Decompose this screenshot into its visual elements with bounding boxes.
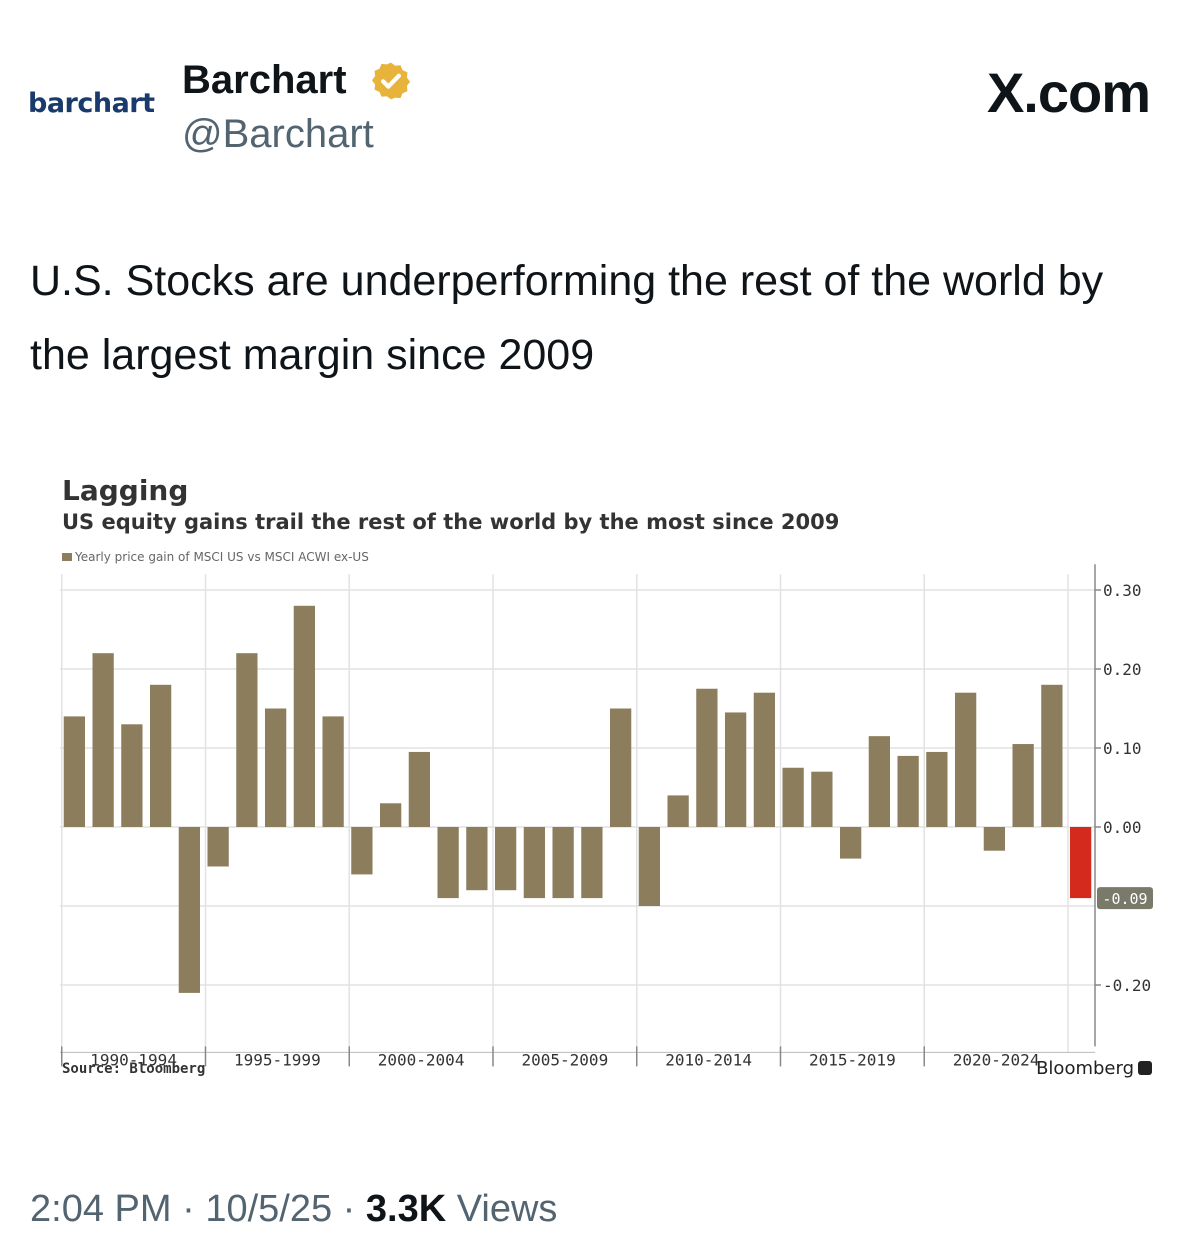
bar [523, 827, 546, 899]
chart-title: Lagging [62, 474, 189, 507]
bar [811, 771, 833, 827]
x-tick-label: 1990-1994 [90, 1050, 177, 1069]
bar-chart: 1990-1994 1995-1999 2000-2004 2005-2009 2010… [60, 564, 1153, 1069]
display-name[interactable]: Barchart [182, 58, 347, 102]
user-handle[interactable]: @Barchart [182, 112, 374, 156]
y-tick-label: -0.20 [1103, 976, 1151, 995]
bar [954, 692, 977, 827]
bloomberg-label: Bloomberg [1036, 1058, 1134, 1079]
bar [437, 827, 459, 899]
bar [753, 692, 776, 827]
bar [983, 827, 1006, 851]
bloomberg-icon [1138, 1061, 1152, 1075]
bar [92, 653, 114, 827]
bar [839, 827, 862, 859]
bar [552, 827, 574, 899]
bar [696, 688, 718, 827]
bar [581, 827, 603, 899]
chart-source: Source: Bloomberg [62, 1061, 206, 1077]
bar [724, 712, 747, 827]
chart-legend: Yearly price gain of MSCI US vs MSCI ACW… [62, 550, 369, 564]
bar [408, 751, 431, 827]
meta-separator: · [342, 1188, 356, 1230]
bar [1012, 744, 1034, 827]
x-tick-label: 2005-2009 [522, 1050, 609, 1069]
bar [1069, 827, 1092, 899]
legend-swatch [62, 553, 72, 561]
tweet-meta: 2:04 PM · 10/5/25 · 3.3K Views [30, 1188, 557, 1231]
tweet-header: barchart Barchart @Barchart X.com [0, 0, 1200, 200]
x-tick-label: 2020-2024 [953, 1050, 1040, 1069]
verified-badge-icon [371, 62, 411, 100]
bar [379, 803, 402, 827]
x-logo: X.com [986, 61, 1151, 124]
x-tick-label: 1995-1999 [234, 1050, 321, 1069]
y-tick-label: 0.00 [1103, 818, 1142, 837]
bar [322, 716, 344, 827]
highlight-value-label: -0.09 [1102, 890, 1147, 908]
bar [667, 795, 689, 827]
legend-label: Yearly price gain of MSCI US vs MSCI ACW… [75, 550, 369, 564]
bar [264, 708, 287, 827]
x-tick-label: 2000-2004 [378, 1050, 465, 1069]
bar [149, 684, 172, 827]
bar [236, 653, 258, 827]
bar [782, 767, 804, 827]
bar [1041, 684, 1063, 827]
avatar[interactable]: barchart [28, 88, 155, 119]
highlight-label-bg [1097, 887, 1153, 910]
bloomberg-credit: Bloomberg [1036, 1058, 1152, 1079]
bar [178, 827, 201, 993]
bar [63, 716, 86, 827]
bar [868, 736, 891, 827]
bar [207, 827, 229, 867]
bar [351, 827, 373, 875]
chart-image[interactable]: 1990-1994 1995-1999 2000-2004 2005-2009 2010… [0, 460, 1200, 1100]
bar [494, 827, 517, 891]
bar [609, 708, 632, 827]
tweet-text: U.S. Stocks are underperforming the rest… [30, 257, 1104, 379]
y-tick-label: 0.30 [1103, 581, 1142, 600]
bar [897, 755, 919, 827]
tweet-time[interactable]: 2:04 PM [30, 1188, 172, 1230]
bar [638, 827, 661, 906]
bar [926, 751, 948, 827]
meta-separator: · [182, 1188, 195, 1230]
views-count[interactable]: 3.3K [365, 1188, 447, 1230]
bar [293, 605, 316, 827]
tweet-date[interactable]: 10/5/25 [205, 1188, 333, 1230]
y-tick-label: 0.20 [1103, 660, 1142, 679]
views-label: Views [456, 1188, 558, 1230]
x-tick-label: 2015-2019 [809, 1050, 896, 1069]
chart-subtitle: US equity gains trail the rest of the wo… [62, 510, 840, 534]
bar [121, 724, 143, 827]
x-tick-label: 2010-2014 [665, 1050, 752, 1069]
bar [466, 827, 488, 891]
y-tick-label: 0.10 [1103, 739, 1142, 758]
